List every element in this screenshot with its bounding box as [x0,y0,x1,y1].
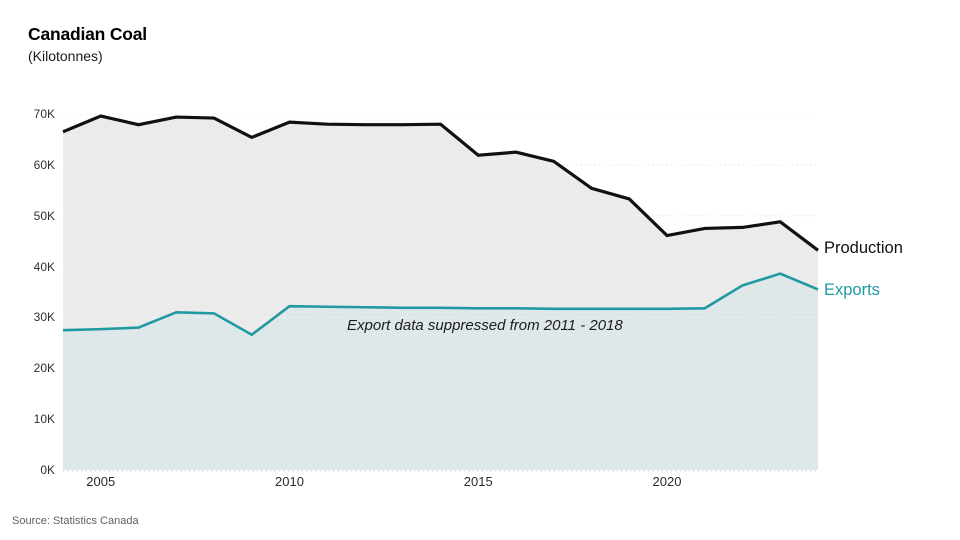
x-axis-tick-2020: 2020 [652,474,682,489]
exports-line [62,272,819,337]
y-axis-tick-40K: 40K [33,259,55,274]
source-note: Source: Statistics Canada [12,515,139,527]
exports-area [63,273,818,470]
y-axis-tick-0K: 0K [40,463,55,477]
y-axis-tick-10K: 10K [33,412,55,427]
y-axis-tick-20K: 20K [33,361,55,376]
x-axis-tick-2005: 2005 [86,474,116,489]
y-axis-tick-70K: 70K [33,107,55,121]
chart-title: Canadian Coal [28,24,147,44]
suppressed-data-annotation: Export data suppressed from 2011 - 2018 [347,317,623,334]
exports-series-label: Exports [824,281,880,299]
production-series-label: Production [824,239,903,257]
y-axis-tick-50K: 50K [33,208,55,223]
chart-subtitle: (Kilotonnes) [28,48,103,64]
x-axis-tick-2015: 2015 [463,474,493,489]
y-axis-tick-60K: 60K [33,157,55,172]
y-axis-tick-30K: 30K [33,310,55,325]
production-line [62,114,819,252]
x-axis-tick-2010: 2010 [275,474,304,489]
